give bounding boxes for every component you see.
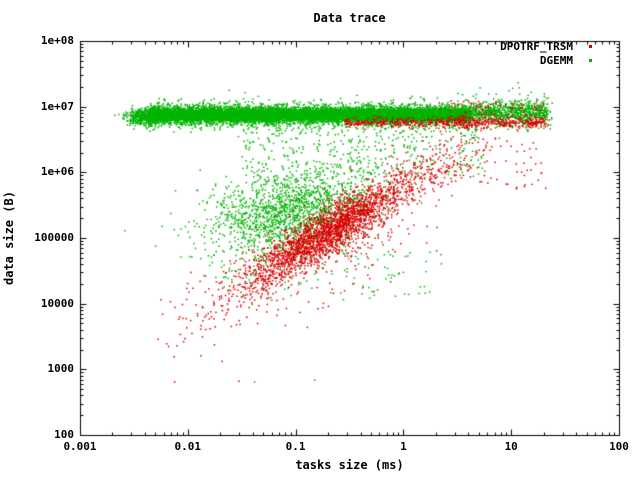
y-tick-label: 1e+06 [40, 165, 74, 179]
legend-marker-dot-icon [589, 44, 592, 48]
y-tick-label: 1e+07 [40, 99, 74, 113]
x-tick-label: 10 [504, 440, 518, 453]
x-tick-label: 100 [609, 440, 629, 453]
legend: DPOTRF_TRSM DGEMM [500, 39, 592, 67]
legend-label: DGEMM [539, 53, 573, 67]
x-axis-label: tasks size (ms) [295, 458, 404, 472]
y-tick-label: 100 [54, 428, 74, 441]
legend-entry-dpotrf-trsm: DPOTRF_TRSM [500, 39, 592, 53]
y-tick-label: 100000 [34, 231, 74, 244]
legend-label: DPOTRF_TRSM [500, 39, 573, 53]
x-tick-label: 0.01 [174, 440, 202, 453]
x-tick-label: 1 [400, 440, 407, 453]
y-tick-label: 10000 [40, 296, 74, 310]
legend-marker-dot-icon [589, 58, 592, 62]
legend-entry-dgemm: DGEMM [500, 53, 592, 67]
x-tick-label: 0.1 [285, 440, 306, 453]
y-tick-label: 1e+08 [40, 34, 74, 47]
y-tick-label: 1000 [47, 362, 75, 376]
x-tick-label: 0.001 [63, 440, 97, 453]
